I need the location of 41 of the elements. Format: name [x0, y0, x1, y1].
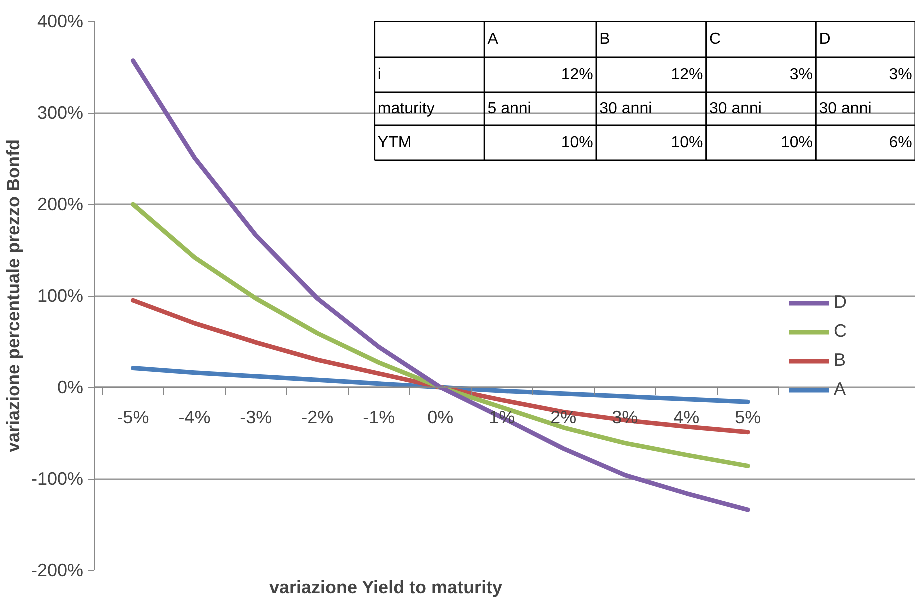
y-tick-label: -200%: [31, 560, 84, 580]
legend-label: A: [834, 379, 848, 400]
y-tick-label: -100%: [31, 469, 84, 489]
annotation: 10%: [561, 134, 594, 152]
y-tick-label: 400%: [37, 12, 84, 32]
y-tick-label: 0%: [57, 378, 84, 398]
x-tick-label: -2%: [302, 408, 334, 428]
annotation: 5 anni: [488, 100, 532, 118]
y-tick-label: 100%: [37, 286, 84, 306]
text: 6%: [889, 134, 912, 152]
x-tick-label: -1%: [363, 408, 396, 428]
y-tick-label: 200%: [37, 194, 84, 214]
x-tick-label: -3%: [240, 408, 272, 428]
x-tick-label: 0%: [428, 408, 454, 428]
annotation: C: [709, 31, 722, 48]
legend-label: C: [834, 321, 848, 342]
text: 30 anni: [819, 100, 872, 118]
annotation: YTM: [378, 134, 412, 152]
annotation: i: [378, 66, 382, 84]
x-tick-label: 5%: [735, 408, 762, 428]
text: D: [819, 31, 831, 48]
legend-label: B: [834, 350, 848, 371]
x-tick-label: -4%: [178, 408, 211, 428]
x-tick-label: -5%: [117, 408, 150, 428]
y-tick-label: 300%: [37, 103, 84, 123]
annotation: 30 anni: [709, 100, 762, 118]
annotation: 12%: [561, 66, 594, 84]
line-series: [130, 366, 750, 404]
text: 3%: [889, 66, 912, 84]
x-tick-label: 4%: [674, 408, 700, 428]
text: 3%: [790, 66, 814, 84]
x-axis-title: variazione Yield to maturity: [270, 578, 503, 598]
annotation: B: [600, 31, 610, 48]
legend-label: D: [834, 292, 848, 313]
y-axis-title: variazione percentuale prezzo Bonfd: [3, 139, 24, 453]
annotation: 30 anni: [600, 100, 652, 118]
annotation: 12%: [671, 66, 704, 84]
annotation: A: [488, 31, 499, 48]
text: 10%: [780, 134, 814, 152]
annotation: maturity: [378, 100, 435, 118]
annotation: 10%: [671, 134, 704, 152]
